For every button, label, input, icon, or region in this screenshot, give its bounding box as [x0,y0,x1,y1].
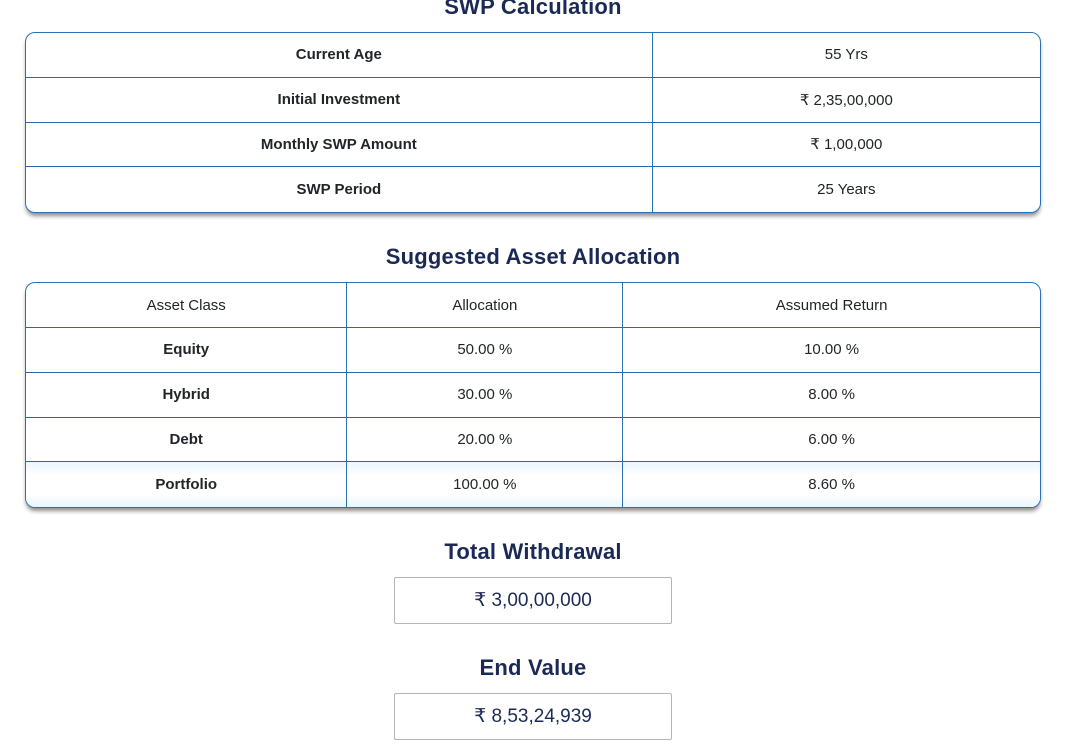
total-withdrawal-value: ₹ 3,00,00,000 [474,590,592,612]
end-value-value-box: ₹ 8,53,24,939 [394,693,672,741]
hybrid-label: Hybrid [26,372,348,417]
swp-calculation-title: SWP Calculation [444,0,622,19]
current-age-label: Current Age [26,33,653,77]
table-row-debt: Debt 20.00 % 6.00 % [26,417,1040,463]
table-row-hybrid: Hybrid 30.00 % 8.00 % [26,372,1040,418]
initial-investment-value: ₹ 2,35,00,000 [799,91,893,109]
swp-period-label: SWP Period [26,167,653,213]
debt-label: Debt [26,417,348,462]
total-withdrawal-title: Total Withdrawal [444,539,622,565]
portfolio-assumed-return: 8.60 % [808,476,855,494]
current-age-value: 55 Yrs [824,46,868,64]
asset-class-header: Asset Class [26,283,348,327]
equity-assumed-return: 10.00 % [804,341,860,359]
table-row: Initial Investment ₹ 2,35,00,000 [26,77,1040,123]
asset-allocation-title: Suggested Asset Allocation [385,244,681,270]
asset-allocation-table: Asset Class Allocation Assumed Return Eq… [25,282,1041,509]
hybrid-allocation: 30.00 % [347,372,624,417]
swp-inputs-table: Current Age 55 Yrs Initial Investment ₹ … [25,32,1041,214]
initial-investment-label: Initial Investment [26,77,653,122]
end-value-title: End Value [479,655,587,681]
table-row-equity: Equity 50.00 % 10.00 % [26,327,1040,373]
monthly-swp-amount-value: ₹ 1,00,000 [810,136,883,154]
total-withdrawal-value-box: ₹ 3,00,00,000 [394,577,672,625]
table-row-portfolio: Portfolio 100.00 % 8.60 % [26,462,1040,508]
equity-allocation: 50.00 % [347,327,624,372]
assumed-return-header: Assumed Return [775,296,888,314]
hybrid-assumed-return: 8.00 % [808,386,855,404]
allocation-header: Allocation [347,283,624,327]
debt-allocation: 20.00 % [347,417,624,462]
table-header-row: Asset Class Allocation Assumed Return [26,283,1040,328]
portfolio-allocation: 100.00 % [347,462,624,508]
table-row: SWP Period 25 Years [26,167,1040,213]
debt-assumed-return: 6.00 % [808,430,855,448]
end-value-value: ₹ 8,53,24,939 [474,706,592,728]
table-row: Current Age 55 Yrs [26,33,1040,78]
equity-label: Equity [26,327,348,372]
portfolio-label: Portfolio [26,462,348,508]
swp-period-value: 25 Years [817,181,876,199]
table-row: Monthly SWP Amount ₹ 1,00,000 [26,122,1040,168]
monthly-swp-amount-label: Monthly SWP Amount [26,122,653,167]
